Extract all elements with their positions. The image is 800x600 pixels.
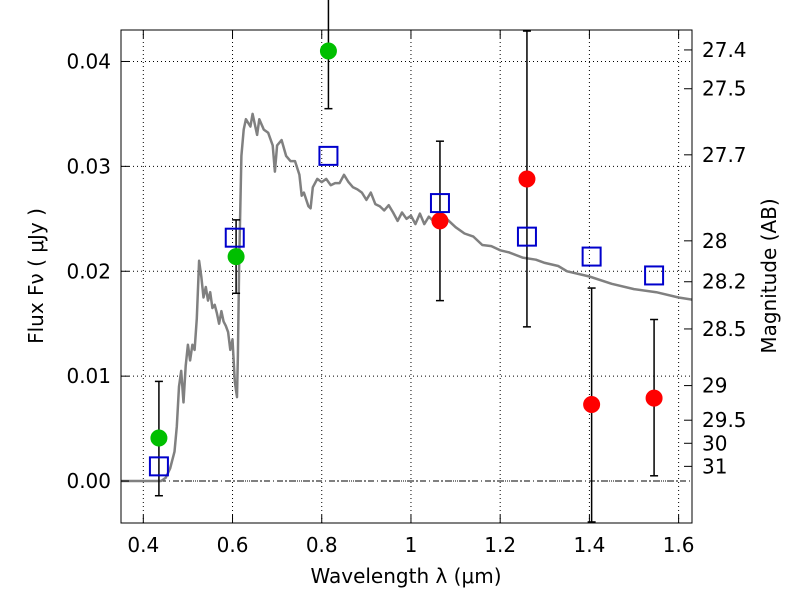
y-axis-label: Flux Fν ( μJy ) xyxy=(24,208,48,344)
x-tick-label: 1.6 xyxy=(663,533,695,557)
axis-ticks xyxy=(121,30,692,523)
right-tick-label: 28 xyxy=(702,229,727,253)
y-tick-label: 0.03 xyxy=(66,154,111,178)
x-axis-label: Wavelength λ (μm) xyxy=(310,564,501,588)
right-axis-label: Magnitude (AB) xyxy=(757,198,781,353)
x-tick-label: 1 xyxy=(405,533,418,557)
model-point xyxy=(148,456,169,477)
right-tick-label: 27.7 xyxy=(702,143,747,167)
spectrum-line xyxy=(121,112,693,483)
data-point xyxy=(583,395,601,413)
model-point xyxy=(318,145,339,166)
data-point xyxy=(518,170,536,188)
right-tick-label: 30 xyxy=(702,431,727,455)
x-tick-label: 0.4 xyxy=(127,533,159,557)
data-markers xyxy=(148,42,665,477)
axis-tick-labels: 0.4 0.6 0.8 1 1.2 1.4 1.6 0.00 0.01 0.02 0.03 0.04 2… xyxy=(66,38,746,557)
x-tick-label: 1.4 xyxy=(573,533,605,557)
x-tick-label: 0.6 xyxy=(217,533,249,557)
plot-frame xyxy=(120,29,693,524)
right-tick-label: 31 xyxy=(702,454,727,478)
y-tick-label: 0.00 xyxy=(66,469,111,493)
data-point xyxy=(431,212,449,230)
right-tick-label: 28.2 xyxy=(702,270,747,294)
model-point xyxy=(224,227,245,248)
y-tick-label: 0.01 xyxy=(66,364,111,388)
y-tick-label: 0.04 xyxy=(66,49,111,73)
model-point xyxy=(581,246,602,267)
data-point xyxy=(227,248,245,266)
model-point xyxy=(644,265,665,286)
data-point xyxy=(150,429,168,447)
x-tick-label: 0.8 xyxy=(306,533,338,557)
right-tick-label: 28.5 xyxy=(702,317,747,341)
x-tick-label: 1.2 xyxy=(484,533,516,557)
model-point xyxy=(429,193,450,214)
right-tick-label: 27.4 xyxy=(702,38,747,62)
right-tick-label: 29.5 xyxy=(702,408,747,432)
right-tick-label: 29 xyxy=(702,374,727,398)
y-tick-label: 0.02 xyxy=(66,259,111,283)
plot-background xyxy=(121,30,692,523)
model-point xyxy=(516,226,537,247)
data-point xyxy=(319,42,337,60)
model-spectrum xyxy=(121,112,693,483)
data-point xyxy=(645,389,663,407)
right-tick-label: 27.5 xyxy=(702,77,747,101)
